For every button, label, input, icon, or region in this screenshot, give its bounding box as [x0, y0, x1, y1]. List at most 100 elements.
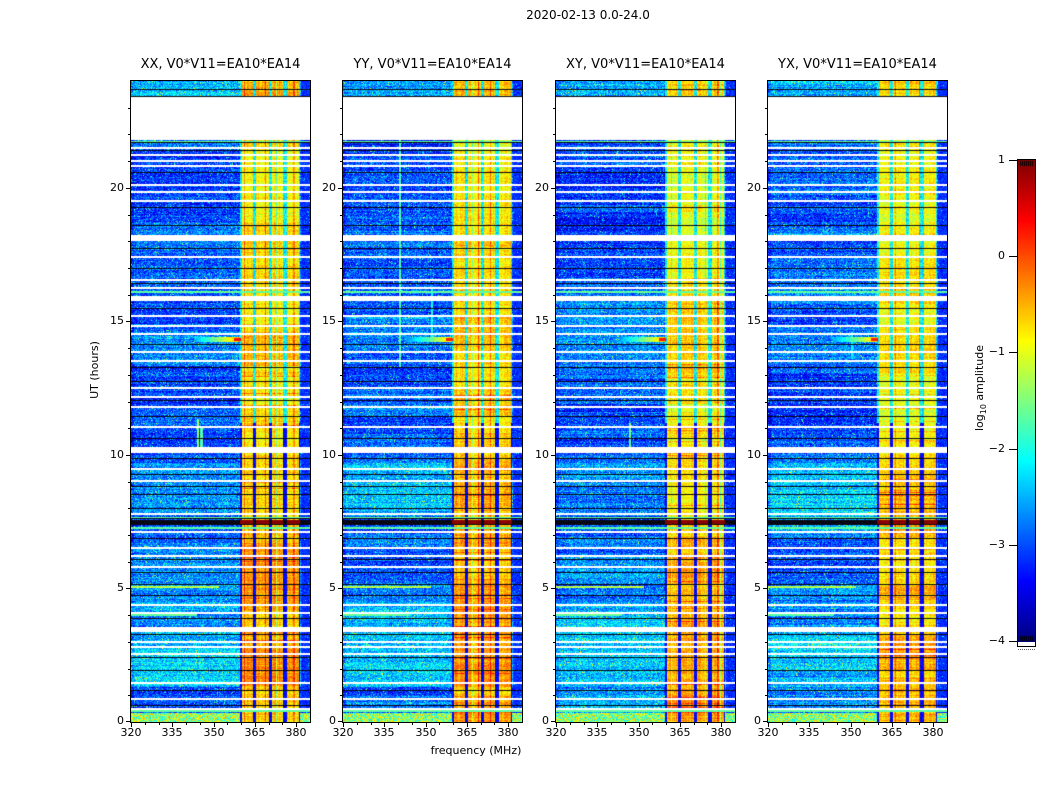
y-minor-tick	[765, 535, 767, 536]
colorbar-tick	[1009, 545, 1017, 546]
x-major-tick	[809, 723, 810, 727]
y-major-tick	[763, 721, 767, 722]
y-tick-label: 20	[322, 180, 336, 194]
colorbar-tick	[1009, 160, 1017, 161]
x-major-tick	[255, 723, 256, 727]
spectrogram-canvas-yx	[768, 81, 947, 722]
y-minor-tick	[128, 482, 130, 483]
y-minor-tick	[553, 482, 555, 483]
y-minor-tick	[765, 108, 767, 109]
y-minor-tick	[340, 268, 342, 269]
y-minor-tick	[128, 241, 130, 242]
y-minor-tick	[765, 482, 767, 483]
y-minor-tick	[553, 375, 555, 376]
y-minor-tick	[128, 268, 130, 269]
x-tick-label: 335	[798, 726, 820, 739]
y-minor-tick	[128, 695, 130, 696]
y-tick-label: 10	[110, 447, 124, 461]
x-minor-tick	[878, 723, 879, 725]
y-tick-label: 15	[110, 313, 124, 327]
colorbar-tick	[1009, 256, 1017, 257]
colorbar-label-text: log	[973, 414, 986, 432]
y-minor-tick	[340, 348, 342, 349]
spectrogram-panel-xy	[555, 80, 736, 723]
y-minor-tick	[553, 134, 555, 135]
y-tick-label: 0	[754, 713, 761, 727]
x-minor-tick	[357, 723, 358, 725]
colorbar-tick-label: −2	[988, 441, 1005, 455]
y-minor-tick	[340, 375, 342, 376]
spectrogram-panel-xx	[130, 80, 311, 723]
x-minor-tick	[625, 723, 626, 725]
x-tick-label: 350	[840, 726, 862, 739]
y-major-tick	[126, 188, 130, 189]
y-minor-tick	[765, 215, 767, 216]
x-minor-tick	[269, 723, 270, 725]
x-minor-tick	[371, 723, 372, 725]
y-minor-tick	[340, 428, 342, 429]
y-minor-tick	[765, 295, 767, 296]
y-minor-tick	[128, 108, 130, 109]
y-minor-tick	[765, 695, 767, 696]
y-minor-tick	[765, 428, 767, 429]
y-minor-tick	[553, 642, 555, 643]
y-minor-tick	[128, 375, 130, 376]
x-tick-label: 365	[669, 726, 691, 739]
x-minor-tick	[398, 723, 399, 725]
x-major-tick	[768, 723, 769, 727]
x-minor-tick	[694, 723, 695, 725]
x-tick-label: 380	[497, 726, 519, 739]
panel-title-xx: XX, V0*V11=EA10*EA14	[140, 57, 301, 72]
x-minor-tick	[652, 723, 653, 725]
y-tick-label: 0	[329, 713, 336, 727]
x-major-tick	[508, 723, 509, 727]
y-minor-tick	[128, 134, 130, 135]
y-axis-label: UT (hours)	[88, 341, 101, 399]
y-minor-tick	[340, 562, 342, 563]
colorbar-tick	[1009, 352, 1017, 353]
x-major-tick	[892, 723, 893, 727]
y-minor-tick	[765, 508, 767, 509]
y-minor-tick	[128, 669, 130, 670]
x-minor-tick	[186, 723, 187, 725]
x-major-tick	[172, 723, 173, 727]
x-tick-label: 380	[710, 726, 732, 739]
y-tick-label: 0	[117, 713, 124, 727]
spectrogram-panel-yy	[342, 80, 523, 723]
spectrogram-panel-yx	[767, 80, 948, 723]
y-minor-tick	[128, 615, 130, 616]
x-tick-label: 350	[628, 726, 650, 739]
y-minor-tick	[128, 295, 130, 296]
y-minor-tick	[128, 508, 130, 509]
x-major-tick	[426, 723, 427, 727]
y-tick-label: 5	[754, 580, 761, 594]
y-tick-label: 5	[542, 580, 549, 594]
x-minor-tick	[412, 723, 413, 725]
y-minor-tick	[340, 295, 342, 296]
x-major-tick	[296, 723, 297, 727]
x-major-tick	[639, 723, 640, 727]
y-minor-tick	[765, 134, 767, 135]
colorbar-tick-label: 1	[998, 152, 1005, 166]
x-minor-tick	[200, 723, 201, 725]
y-minor-tick	[765, 241, 767, 242]
y-tick-label: 5	[117, 580, 124, 594]
x-tick-label: 320	[545, 726, 567, 739]
spectrogram-canvas-xy	[556, 81, 735, 722]
y-minor-tick	[128, 402, 130, 403]
y-major-tick	[551, 188, 555, 189]
y-minor-tick	[340, 535, 342, 536]
x-major-tick	[597, 723, 598, 727]
y-major-tick	[338, 455, 342, 456]
x-tick-label: 365	[244, 726, 266, 739]
y-major-tick	[763, 588, 767, 589]
x-minor-tick	[707, 723, 708, 725]
y-major-tick	[338, 188, 342, 189]
y-minor-tick	[340, 695, 342, 696]
y-minor-tick	[128, 535, 130, 536]
y-minor-tick	[340, 402, 342, 403]
y-minor-tick	[553, 268, 555, 269]
y-minor-tick	[765, 615, 767, 616]
y-minor-tick	[128, 161, 130, 162]
x-tick-label: 380	[922, 726, 944, 739]
